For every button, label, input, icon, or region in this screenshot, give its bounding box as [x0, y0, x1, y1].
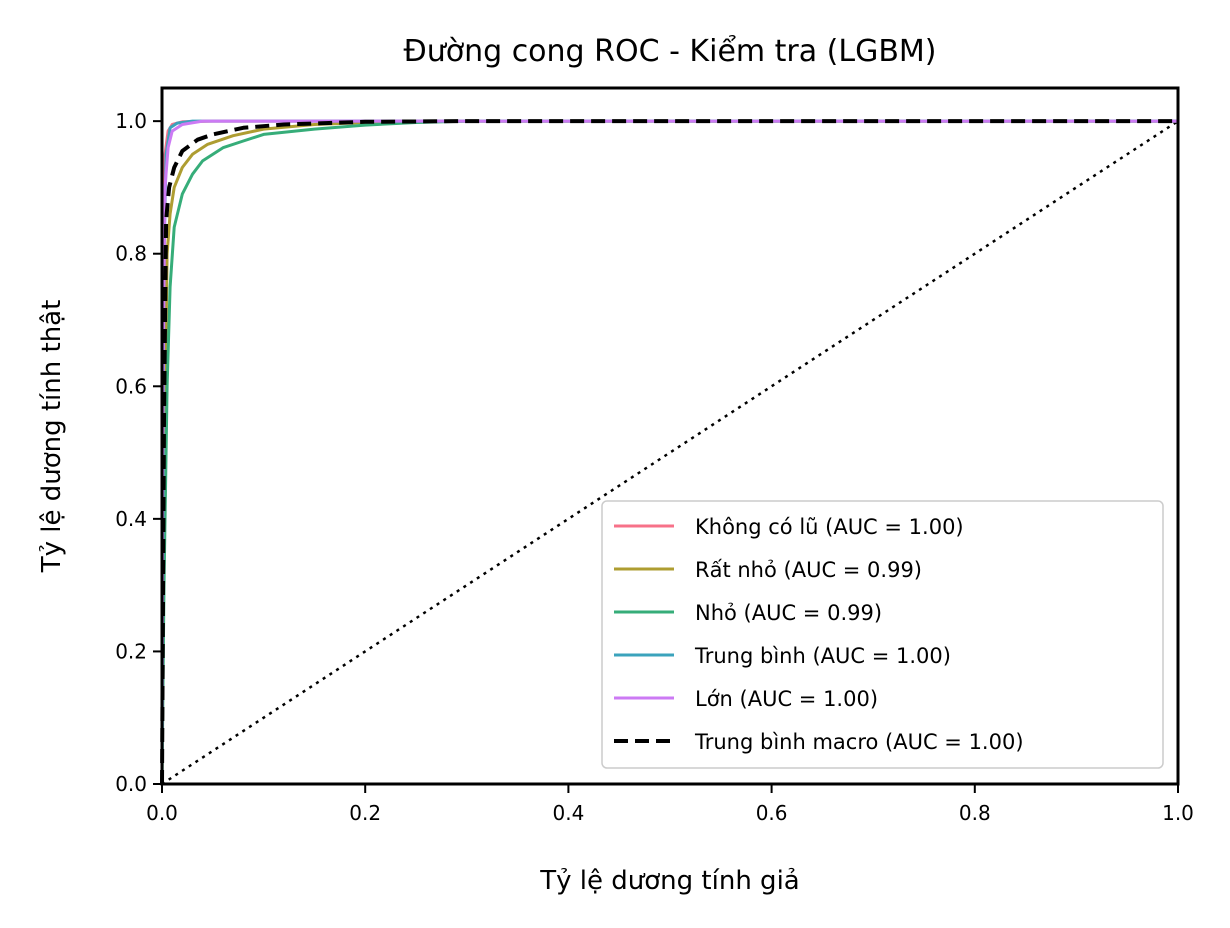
reference-diagonal-line	[161, 120, 1179, 786]
legend-label-0: Không có lũ (AUC = 1.00)	[695, 515, 964, 539]
y-tick-label: 0.4	[115, 507, 147, 531]
y-tick-label: 0.8	[115, 242, 147, 266]
legend-label-3: Trung bình (AUC = 1.00)	[694, 644, 951, 668]
legend-label-1: Rất nhỏ (AUC = 0.99)	[695, 558, 922, 582]
y-axis-label: Tỷ lệ dương tính thật	[37, 300, 67, 574]
x-tick-label: 0.6	[756, 801, 788, 825]
y-tick-label: 0.0	[115, 772, 147, 796]
legend: Không có lũ (AUC = 1.00) Rất nhỏ (AUC = 0…	[601, 500, 1164, 769]
plot-area	[160, 119, 1179, 786]
y-tick-label: 0.2	[115, 639, 147, 663]
legend-box	[601, 500, 1164, 769]
chart-title: Đường cong ROC - Kiểm tra (LGBM)	[403, 33, 936, 69]
y-tick-label: 0.6	[115, 374, 147, 398]
x-tick-label: 0.0	[146, 801, 178, 825]
legend-label-2: Nhỏ (AUC = 0.99)	[695, 601, 882, 625]
plot-frame	[160, 86, 1180, 786]
legend-label-5: Trung bình macro (AUC = 1.00)	[694, 730, 1024, 754]
x-tick-label: 1.0	[1162, 801, 1194, 825]
legend-label-4: Lớn (AUC = 1.00)	[695, 687, 878, 711]
x-tick-label: 0.4	[552, 801, 584, 825]
x-axis-label: Tỷ lệ dương tính giả	[539, 866, 799, 896]
roc-curve-5	[160, 119, 1178, 785]
x-tick-label: 0.2	[349, 801, 381, 825]
x-tick-label: 0.8	[959, 801, 991, 825]
y-tick-label: 1.0	[115, 109, 147, 133]
roc-curve-2	[160, 119, 1178, 785]
axis-ticks: 0.0 0.2 0.4 0.6 0.8 1.0 0.0 0.2 0.4 0.6 0.8 1.0	[115, 109, 1194, 825]
